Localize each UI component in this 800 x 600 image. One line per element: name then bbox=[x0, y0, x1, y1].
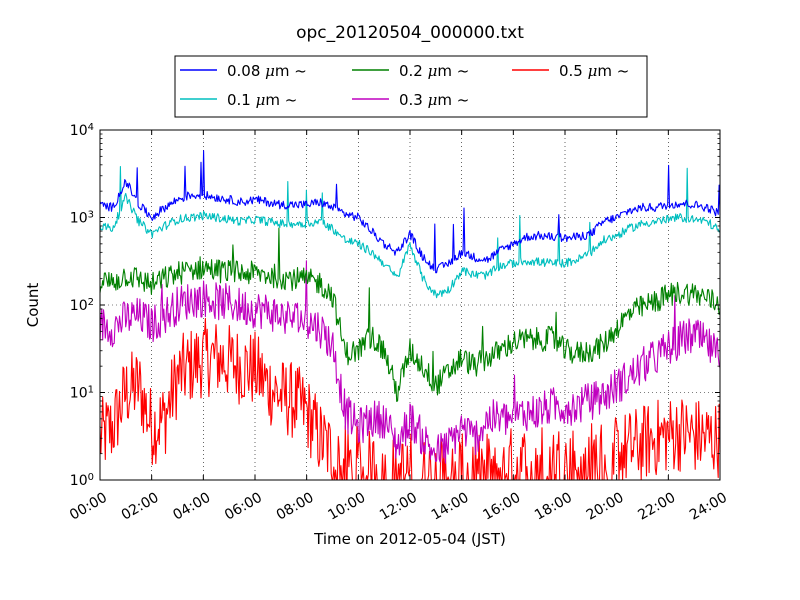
x-tick-label: 00:00 bbox=[67, 490, 110, 524]
y-tick-label: 102 bbox=[70, 297, 94, 315]
y-tick-label: 100 bbox=[70, 472, 94, 490]
x-tick-label: 04:00 bbox=[170, 490, 213, 524]
series-line-2 bbox=[99, 227, 721, 402]
legend-label: 0.5 μm ~ bbox=[559, 62, 629, 80]
legend: 0.08 μm ~ 0.1 μm ~ 0.2 μm ~ 0.3 μm ~ 0.5 μm … bbox=[174, 55, 648, 118]
x-axis-label: Time on 2012-05-04 (JST) bbox=[313, 530, 506, 548]
x-tick-label: 24:00 bbox=[687, 490, 730, 524]
x-tick-label: 08:00 bbox=[274, 490, 317, 524]
y-tick-label: 104 bbox=[70, 122, 94, 140]
legend-label: 0.3 μm ~ bbox=[399, 91, 469, 109]
legend-label: 0.1 μm ~ bbox=[227, 91, 297, 109]
x-tick-label: 22:00 bbox=[635, 490, 678, 524]
x-tick-label: 10:00 bbox=[325, 490, 368, 524]
axis-ticks: 00:00 02:00 04:00 06:00 08:00 10:00 12:00 14:00… bbox=[67, 122, 730, 524]
x-tick-label: 14:00 bbox=[429, 490, 472, 524]
series-line-1 bbox=[99, 166, 721, 299]
x-tick-label: 12:00 bbox=[377, 490, 420, 524]
chart-title: opc_20120504_000000.txt bbox=[296, 23, 524, 43]
x-tick-label: 18:00 bbox=[532, 490, 575, 524]
legend-box bbox=[174, 55, 648, 118]
x-tick-label: 20:00 bbox=[584, 490, 627, 524]
legend-label: 0.2 μm ~ bbox=[399, 62, 469, 80]
x-tick-label: 16:00 bbox=[480, 490, 523, 524]
series-line-0 bbox=[99, 150, 721, 274]
series-line-3 bbox=[99, 260, 721, 464]
series-layer bbox=[99, 150, 721, 481]
grid bbox=[100, 130, 720, 480]
y-axis-label: Count bbox=[24, 283, 42, 328]
x-tick-label: 02:00 bbox=[119, 490, 162, 524]
legend-label: 0.08 μm ~ bbox=[227, 62, 307, 80]
x-tick-label: 06:00 bbox=[222, 490, 265, 524]
y-tick-label: 103 bbox=[70, 209, 94, 227]
y-tick-label: 101 bbox=[70, 384, 94, 402]
series-line-4 bbox=[99, 317, 721, 481]
